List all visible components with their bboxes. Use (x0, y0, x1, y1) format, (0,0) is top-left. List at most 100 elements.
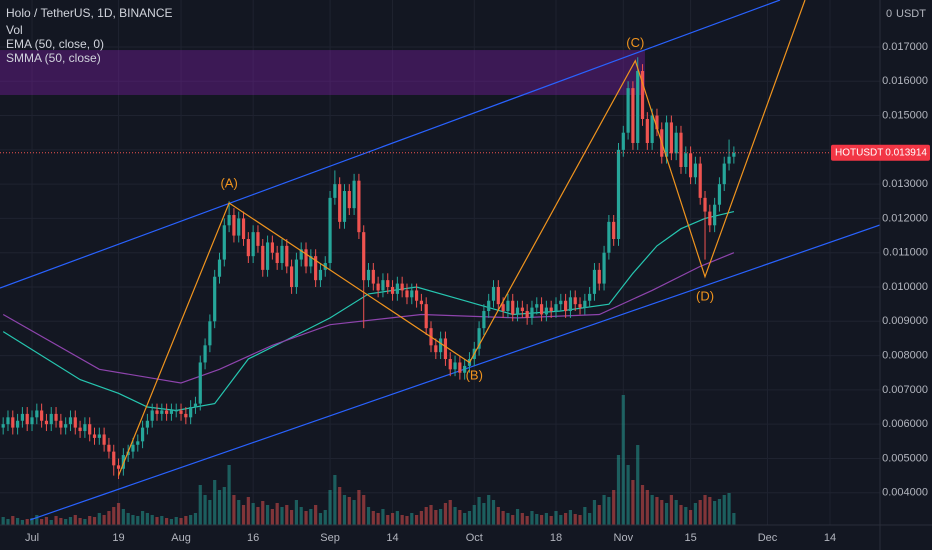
volume-bar (251, 503, 255, 525)
candle-body (299, 249, 303, 260)
chart-title: Holo / TetherUS, 1D, BINANCE (6, 6, 173, 20)
candle-body (35, 410, 39, 418)
candle-body (443, 338, 448, 360)
candle-body (405, 290, 409, 298)
volume-bar (227, 465, 231, 525)
candle-body (246, 239, 250, 257)
volume-bar (376, 513, 380, 525)
candle-body (573, 297, 577, 305)
y-tick-label: 0.009000 (882, 315, 928, 327)
volume-bar (68, 517, 73, 525)
candle-body (261, 245, 265, 270)
volume-bar (458, 510, 462, 525)
volume-bar (386, 515, 390, 525)
candle-body (217, 259, 222, 277)
volume-bar (64, 519, 68, 525)
candle-body (112, 451, 116, 466)
candle-body (434, 345, 438, 353)
volume-bar (338, 487, 342, 525)
y-tick-label: 0.015000 (882, 109, 928, 121)
candle-body (318, 269, 323, 281)
volume-bar (116, 503, 121, 525)
candle-body (342, 191, 347, 222)
candle-body (477, 328, 481, 349)
candle-body (713, 204, 717, 226)
candle-body (160, 410, 164, 414)
candle-body (487, 300, 491, 312)
y-tick-label: 0.006000 (882, 418, 928, 430)
volume-bar (559, 515, 563, 525)
candle-body (597, 269, 601, 284)
candle-body (424, 304, 428, 329)
candle-body (439, 338, 443, 353)
volume-bar (294, 500, 299, 525)
candle-body (68, 417, 73, 425)
volume-bar (208, 500, 212, 525)
volume-bar (539, 515, 544, 525)
x-tick-label: 18 (550, 532, 562, 544)
volume-bar (1, 517, 5, 525)
candle-body (165, 410, 169, 414)
volume-bar (49, 520, 53, 525)
candle-body (347, 191, 351, 209)
volume-bar (453, 507, 457, 525)
volume-bar (554, 511, 558, 525)
volume-bar (482, 503, 486, 525)
volume-bar (261, 501, 265, 525)
candle-body (366, 269, 371, 281)
candle-body (390, 287, 395, 294)
candle-body (419, 300, 423, 305)
volume-bar (318, 513, 323, 525)
volume-bar (362, 495, 366, 525)
volume-bar (506, 513, 510, 525)
candle-body (636, 70, 640, 143)
x-tick-label: 19 (112, 532, 124, 544)
volume-bar (674, 500, 678, 525)
volume-bar (549, 516, 553, 525)
x-tick-label: Nov (614, 532, 634, 544)
volume-bar (544, 513, 548, 525)
candle-body (150, 410, 154, 421)
volume-bar (304, 511, 308, 525)
candle-body (482, 311, 486, 329)
indicator-line (2, 252, 735, 384)
candle-body (20, 413, 25, 421)
volume-bar (395, 511, 399, 525)
volume-bar (328, 490, 332, 525)
volume-bar (237, 500, 241, 525)
candle-body (314, 256, 318, 281)
volume-bar (165, 518, 169, 525)
candle-body (679, 132, 683, 167)
volume-bar (88, 516, 92, 525)
volume-bar (405, 516, 409, 525)
candle-body (78, 427, 82, 432)
volume-bar (299, 507, 303, 525)
candle-body (203, 345, 207, 363)
channel-line (0, 0, 781, 289)
volume-bar (511, 515, 515, 525)
candle-body (410, 290, 414, 298)
volume-bar (467, 511, 472, 525)
candle-body (256, 232, 260, 246)
candle-body (669, 122, 673, 154)
volume-bar (717, 499, 722, 525)
volume-bar (463, 513, 467, 525)
volume-bar (602, 495, 606, 525)
candle-body (688, 153, 693, 178)
volume-bar (491, 500, 496, 525)
volume-bar (20, 520, 25, 525)
wave-label: (C) (626, 35, 644, 50)
candle-body (102, 434, 106, 445)
candle-body (107, 444, 111, 452)
volume-bar (424, 507, 428, 525)
candle-body (11, 417, 15, 428)
volume-bar (11, 516, 15, 525)
volume-bar (669, 495, 673, 525)
currency: USDT (896, 8, 926, 20)
candle-body (655, 115, 659, 130)
candle-body (612, 221, 616, 240)
candle-body (458, 362, 462, 373)
candle-body (578, 304, 582, 308)
candle-body (535, 304, 539, 308)
